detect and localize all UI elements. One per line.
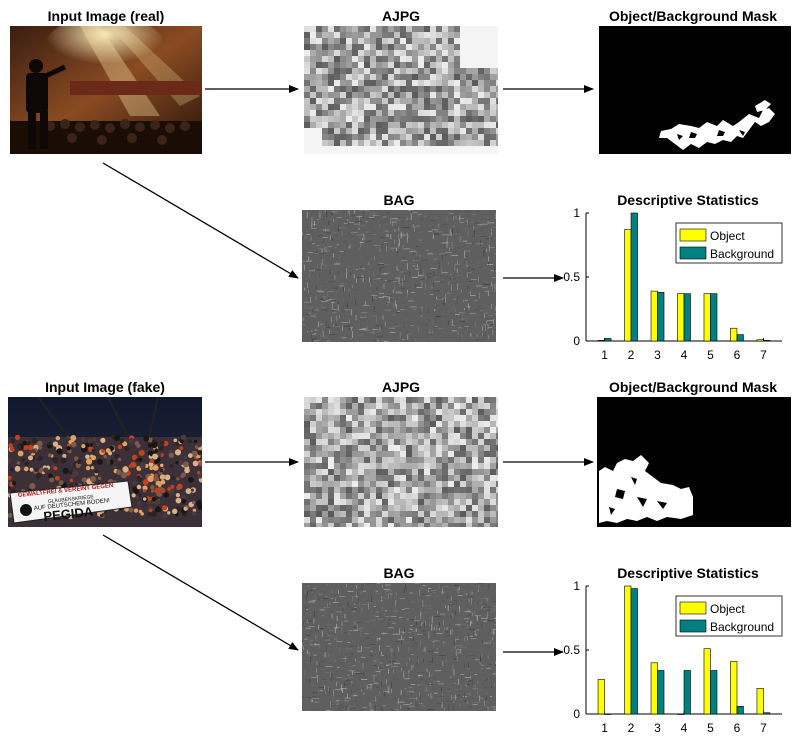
- chart-real-legend-swatch-0: [679, 228, 707, 242]
- chart-real-xtick-label-1: 2: [628, 348, 635, 362]
- chart-real-ytick-label-1: 0.5: [563, 270, 580, 284]
- chart-real-bar-background-6: [736, 334, 744, 342]
- ajpg-title-real: AJPG: [381, 8, 421, 24]
- chart-fake-bar-object-1: [597, 679, 605, 715]
- mask-title-real: Object/Background Mask: [608, 8, 778, 24]
- chart-real-xtick-label-2: 3: [654, 348, 661, 362]
- chart-real-legend-label-0: Object: [710, 229, 745, 243]
- object-background-mask-real: [599, 26, 791, 154]
- chart-real-xtick-label-3: 4: [681, 348, 688, 362]
- object-background-mask-fake: [597, 397, 791, 527]
- chart-real-xtick-label-4: 5: [707, 348, 714, 362]
- chart-real-bar-background-4: [683, 293, 691, 342]
- chart-fake-ytick-label-2: 1: [573, 579, 580, 593]
- chart-fake-xtick-label-2: 3: [654, 721, 661, 735]
- chart-fake-bar-background-4: [683, 670, 691, 715]
- chart-real-xtick-label-0: 1: [601, 348, 608, 362]
- stats-title-real: Descriptive Statistics: [617, 192, 759, 208]
- chart-real-legend-swatch-1: [679, 246, 707, 260]
- chart-fake-bar-background-3: [657, 670, 665, 715]
- chart-fake-xtick-label-5: 6: [734, 721, 741, 735]
- chart-fake-xtick-label-0: 1: [601, 721, 608, 735]
- chart-real-ytick-label-0: 0: [573, 334, 580, 348]
- chart-fake-bar-background-1: [604, 713, 612, 715]
- chart-real-bar-background-1: [604, 338, 612, 342]
- input-image-real: [10, 26, 202, 154]
- descriptive-statistics-chart-fake: 0 0.5 1 1 2 3 4 5 6 7 Object Background: [563, 579, 783, 735]
- chart-fake-xtick-label-4: 5: [707, 721, 714, 735]
- chart-fake-bar-background-5: [710, 670, 718, 715]
- chart-real-xtick-label-5: 6: [734, 348, 741, 362]
- mask-title-fake: Object/Background Mask: [608, 379, 778, 395]
- chart-fake-ytick-label-1: 0.5: [563, 643, 580, 657]
- chart-real-bar-background-5: [710, 293, 718, 342]
- stats-title-fake: Descriptive Statistics: [617, 565, 759, 581]
- input-image-title-fake: Input Image (fake): [45, 379, 165, 395]
- ajpg-title-fake: AJPG: [381, 379, 421, 395]
- descriptive-statistics-chart-real: 0 0.5 1 1 2 3 4 5 6 7 Object Background: [563, 206, 783, 362]
- chart-real-bar-background-3: [657, 292, 665, 342]
- chart-fake-bar-object-6: [730, 661, 738, 715]
- chart-fake-legend-label-0: Object: [710, 602, 745, 616]
- bag-title-fake: BAG: [383, 565, 415, 581]
- ajpg-map-real: [304, 26, 498, 154]
- chart-fake-legend-label-1: Background: [710, 620, 774, 634]
- chart-real-bar-background-7: [763, 340, 771, 342]
- chart-fake-bar-background-6: [736, 706, 744, 715]
- banner-line-2: GLAUBENSKRIEGE: [48, 494, 95, 505]
- chart-fake-legend-swatch-0: [679, 601, 707, 615]
- bag-map-real: [302, 210, 496, 342]
- chart-real-xtick-label-6: 7: [760, 348, 767, 362]
- chart-fake-xtick-label-6: 7: [760, 721, 767, 735]
- arrow-input-to-bag-fake: [102, 534, 299, 651]
- bag-title-real: BAG: [383, 192, 415, 208]
- banner-line-4: PEGIDA: [43, 504, 95, 524]
- chart-fake-bar-object-7: [756, 688, 764, 715]
- chart-real-bar-background-2: [630, 212, 638, 342]
- chart-fake-legend-swatch-1: [679, 619, 707, 633]
- bag-map-fake: [302, 583, 496, 711]
- chart-fake-bar-background-2: [630, 588, 638, 715]
- input-image-title-real: Input Image (real): [47, 8, 165, 24]
- ajpg-map-fake: [304, 397, 498, 527]
- chart-fake-bar-background-7: [763, 712, 771, 715]
- arrow-input-to-bag-real: [102, 162, 299, 279]
- chart-fake-ytick-label-0: 0: [573, 707, 580, 721]
- input-image-fake: GEWALTFREI & VEREINT GEGEN GLAUBENSKRIEG…: [8, 397, 202, 527]
- chart-real-legend-label-1: Background: [710, 247, 774, 261]
- chart-fake-xtick-label-1: 2: [628, 721, 635, 735]
- chart-real-ytick-label-2: 1: [573, 206, 580, 220]
- chart-fake-xtick-label-3: 4: [681, 721, 688, 735]
